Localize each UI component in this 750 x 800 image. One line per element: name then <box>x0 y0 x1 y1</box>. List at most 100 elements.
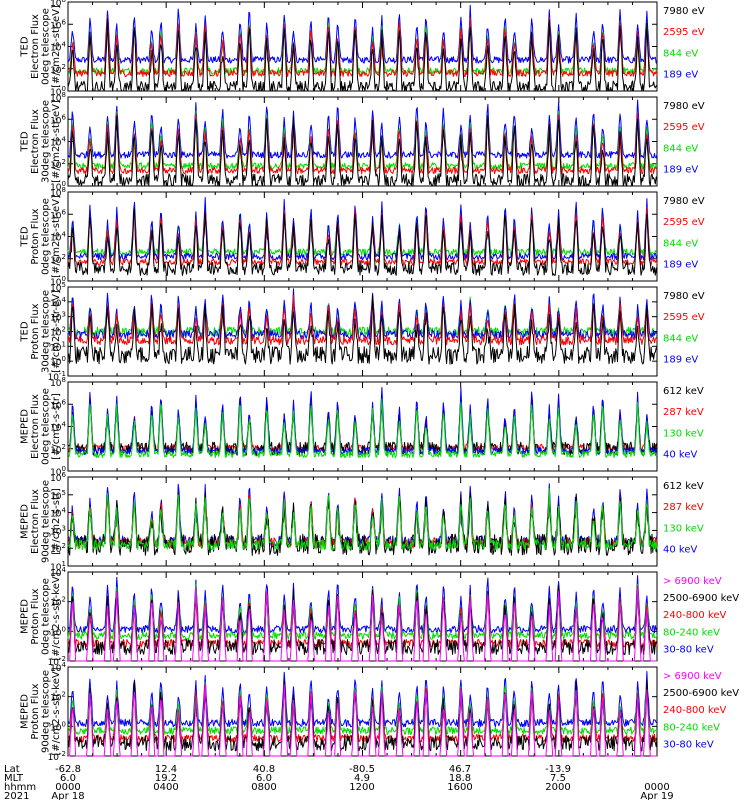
legend-entry: 189 eV <box>663 260 698 271</box>
legend-entry: 2595 eV <box>663 27 705 38</box>
series-line <box>68 294 658 365</box>
legend-entry: 7980 eV <box>663 101 705 112</box>
legend-entry: 130 keV <box>663 428 704 439</box>
y-axis-label: Electron Flux <box>30 489 41 554</box>
legend-entry: > 6900 keV <box>663 671 722 682</box>
panel-frame <box>67 381 658 472</box>
legend-entry: 7980 eV <box>663 291 705 302</box>
legend-entry: 844 eV <box>663 143 698 154</box>
footer-mlt: 7.5 <box>550 773 566 784</box>
series-line <box>68 684 657 757</box>
legend-entry: 612 keV <box>663 481 704 492</box>
series-line <box>67 575 658 634</box>
y-axis-label: MEPED <box>19 504 30 539</box>
y-axis-label: Electron Flux <box>30 14 41 79</box>
legend-entry: 2595 eV <box>663 122 705 133</box>
series-line <box>67 114 658 187</box>
y-axis-label: MEPED <box>19 409 30 444</box>
legend-entry: 40 keV <box>663 545 697 556</box>
footer-lat: -13.9 <box>545 764 571 775</box>
legend-entry: 189 eV <box>663 355 698 366</box>
y-axis-label: Proton Flux <box>30 303 41 359</box>
legend-entry: 80-240 keV <box>663 722 720 733</box>
series-line <box>67 288 658 340</box>
y-axis-label: [#/cm2-s-str-keV] <box>51 667 62 755</box>
series-line <box>67 208 658 276</box>
legend-entry: 189 eV <box>663 165 698 176</box>
footer-mlt: 6.0 <box>256 773 272 784</box>
panel-frame <box>67 96 658 187</box>
footer-hhmm: 2000 <box>545 782 570 793</box>
legend-entry: 7980 eV <box>663 6 705 17</box>
y-axis-label: 0deg telescope <box>40 388 51 465</box>
footer-lat: 40.8 <box>253 764 275 775</box>
series-line <box>67 295 658 346</box>
footer-row-label: Lat <box>4 764 20 775</box>
legend-entry: 844 eV <box>663 48 698 59</box>
y-axis-label: TED <box>19 321 30 342</box>
footer-mlt: 18.8 <box>449 773 471 784</box>
y-axis-label: Electron Flux <box>30 109 41 174</box>
y-axis-label: MEPED <box>19 694 30 729</box>
legend-entry: 240-800 keV <box>663 610 727 621</box>
footer-hhmm: 1600 <box>447 782 472 793</box>
y-tick-label: 108 <box>50 0 66 9</box>
footer-mlt: 6.0 <box>60 773 76 784</box>
y-axis-label: 90deg telescope <box>40 670 51 753</box>
series-line <box>67 398 658 452</box>
series-line <box>67 206 658 256</box>
y-axis-label: MEPED <box>19 599 30 634</box>
series-line <box>68 587 657 662</box>
y-axis-label: [#/cm2-s-str-eV] <box>51 195 62 278</box>
footer-row-label: hhmm <box>4 782 36 793</box>
legend-entry: 2500-6900 keV <box>663 593 739 604</box>
legend-entry: 130 keV <box>663 523 704 534</box>
footer-hhmm: 0800 <box>251 782 276 793</box>
y-axis-label: Proton Flux <box>30 208 41 264</box>
y-axis-label: [#/cm2-s-str-eV] <box>51 5 62 88</box>
legend-entry: > 6900 keV <box>663 576 722 587</box>
y-axis-label: 30deg telescope <box>40 290 51 373</box>
series-line <box>67 17 658 75</box>
y-axis-label: TED <box>19 36 30 57</box>
panel-frame <box>67 1 658 92</box>
series-line <box>67 671 658 728</box>
footer-mlt: 4.9 <box>354 773 370 784</box>
legend-entry: 40 keV <box>663 450 697 461</box>
legend-entry: 287 keV <box>663 502 704 513</box>
legend-entry: 30-80 keV <box>663 739 714 750</box>
legend-entry: 2595 eV <box>663 312 705 323</box>
footer-mlt: 19.2 <box>155 773 177 784</box>
legend-entry: 80-240 keV <box>663 627 720 638</box>
series-line <box>67 387 658 455</box>
series-line <box>67 16 658 77</box>
footer-end-date: Apr 19 <box>640 791 673 800</box>
y-axis-label: TED <box>19 131 30 152</box>
y-axis-label: Electron Flux <box>30 394 41 459</box>
legend-entry: 240-800 keV <box>663 705 727 716</box>
series-line <box>67 398 658 459</box>
series-line <box>67 4 658 64</box>
legend-entry: 2595 eV <box>663 217 705 228</box>
footer-hhmm: 1200 <box>349 782 374 793</box>
series-line <box>67 682 658 743</box>
series-line <box>67 197 658 261</box>
footer-lat: 12.4 <box>155 764 177 775</box>
y-axis-label: 0deg telescope <box>40 8 51 85</box>
footer-start-date: Apr 18 <box>51 791 84 800</box>
footer-lat: -62.8 <box>55 764 81 775</box>
series-line <box>67 395 658 456</box>
footer-lat: 46.7 <box>449 764 471 775</box>
y-axis-label: [#/cm2-s-str-keV] <box>51 572 62 660</box>
legend-entry: 844 eV <box>663 333 698 344</box>
series-line <box>67 18 658 92</box>
series-line <box>67 295 658 337</box>
y-axis-label: [#/cm2-s-str] <box>51 488 62 555</box>
legend-entry: 30-80 keV <box>663 644 714 655</box>
series-line <box>67 110 658 170</box>
series-line <box>67 99 658 159</box>
footer-hhmm: 0400 <box>153 782 178 793</box>
y-axis-label: Proton Flux <box>30 683 41 739</box>
y-axis-label: 0deg telescope <box>40 198 51 275</box>
